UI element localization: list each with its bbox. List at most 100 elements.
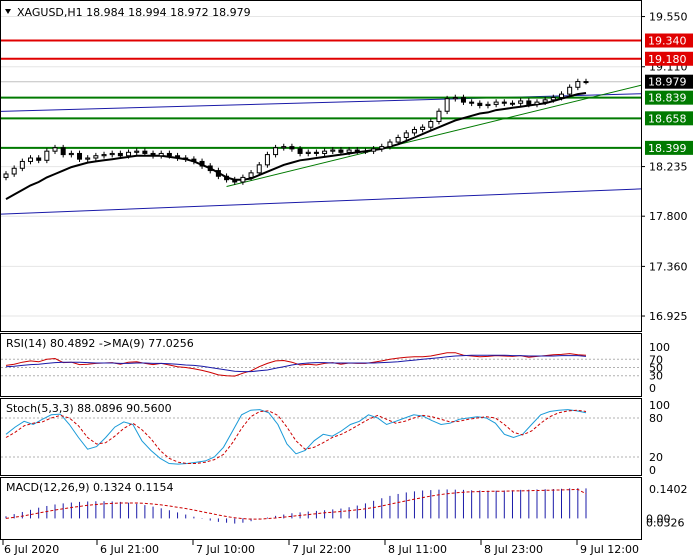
candle-bear [183,157,189,160]
candle-bull [305,151,311,154]
candle-bear [501,101,507,104]
candle-bear [477,102,483,107]
level-tag-label: 19.180 [648,53,687,66]
candle-bull [395,136,401,143]
candle-bull [281,146,287,149]
candle-bull [420,126,426,130]
candle-bull [452,97,458,100]
candle-bear [232,179,238,183]
candle-bull [362,150,368,153]
level-tag-label: 19.340 [648,35,687,48]
candle-bull [436,110,442,123]
candle-bull [93,155,99,159]
candle-bear [215,170,221,177]
candle-bull [583,81,589,84]
candle-bull [134,150,140,153]
candle-bull [109,152,115,156]
candle-bear [36,157,42,161]
candle-bull [256,164,262,174]
main-y-tick-label: 19.550 [649,11,688,24]
candle-bear [526,100,532,105]
macd-y-tick-label: 0.0326 [646,516,685,529]
time-tick-label: 6 Jul 21:00 [100,543,159,556]
macd-pane[interactable]: 0.1402 0.000.0326 [5,483,688,529]
candle-bull [126,151,132,157]
candle-bear [297,148,303,154]
stoch-y-tick-label: 80 [649,412,663,425]
rsi-y-tick-label: 70 [649,353,663,366]
stoch-d-line [5,409,587,464]
time-axis: 6 Jul 2020 6 Jul 21:00 7 Jul 10:00 7 Jul 22… [2,540,639,556]
main-price-pane[interactable]: 19.55019.11018.23517.80017.36016.92519.3… [0,11,693,323]
time-tick-label: 6 Jul 2020 [4,543,59,556]
time-tick-label: 7 Jul 10:00 [196,543,255,556]
candle-bull [485,103,491,107]
candle-bear [199,160,205,167]
macd-signal-line [5,488,587,520]
candle-bear [142,150,148,154]
candle-bear [313,151,319,154]
main-y-tick-label: 16.925 [649,310,688,323]
level-tag-19.340 [645,33,693,48]
moving-average-line [5,92,587,200]
level-tag-label: 18.399 [648,142,687,155]
candle-bull [403,132,409,138]
level-tag-19.180 [645,51,693,66]
level-tag-18.839 [645,90,693,105]
candle-bull [28,157,34,162]
time-tick-label: 8 Jul 23:00 [484,543,543,556]
candle-bull [542,99,548,103]
stoch-pane-title: Stoch(5,3,3) 88.0896 90.5600 [6,402,172,415]
level-tag-label: 18.839 [648,92,687,105]
main-y-tick-label: 17.360 [649,260,688,273]
candle-bear [224,175,230,181]
candle-bull [158,152,164,157]
rsi-pane-title: RSI(14) 80.4892 ->MA(9) 77.0256 [6,337,194,350]
stoch-k-line [5,409,587,465]
candle-bull [575,81,581,88]
main-y-tick-label: 18.235 [649,161,688,174]
candle-bull [85,157,91,160]
candle-bull [19,160,25,169]
candle-bull [387,141,393,148]
candle-bull [264,154,270,166]
macd-pane-title: MACD(12,26,9) 0.1324 0.1154 [6,481,174,494]
main-pane-title: XAGUSD,H1 18.984 18.994 18.972 18.979 [17,6,251,19]
candle-bear [460,97,466,103]
candle-bull [428,121,434,128]
candle-bear [354,149,360,152]
candle-bull [558,93,564,99]
candle-bull [444,98,450,112]
candle-bull [550,97,556,101]
candle-bull [567,86,573,95]
candle-bear [338,149,344,153]
stoch-y-tick-label: 100 [649,399,670,412]
candle-bear [166,152,172,157]
candle-bear [469,101,475,104]
candle-bull [346,149,352,153]
rsi-y-tick-label: 30 [649,370,663,383]
rsi-pane-frame [0,333,642,397]
candle-bull [509,102,515,105]
stoch-y-tick-label: 0 [649,464,656,477]
current-price-tag [645,74,693,89]
candle-bull [44,150,50,161]
candle-bull [330,149,336,152]
stoch-y-tick-label: 20 [649,451,663,464]
rsi-ma-line [5,354,587,373]
candle-bear [289,146,295,150]
time-tick-label: 8 Jul 11:00 [388,543,447,556]
candle-bear [150,152,156,157]
candle-bull [248,172,254,178]
main-title-icon [5,9,11,14]
level-tag-label: 18.658 [648,112,687,125]
candle-bull [518,100,524,104]
main-y-tick-label: 17.800 [649,210,688,223]
candle-bull [534,101,540,105]
trendline-blue-channel-lower [0,188,642,215]
candle-bull [322,150,328,154]
macd-y-tick-label: 0.1402 [649,483,688,496]
